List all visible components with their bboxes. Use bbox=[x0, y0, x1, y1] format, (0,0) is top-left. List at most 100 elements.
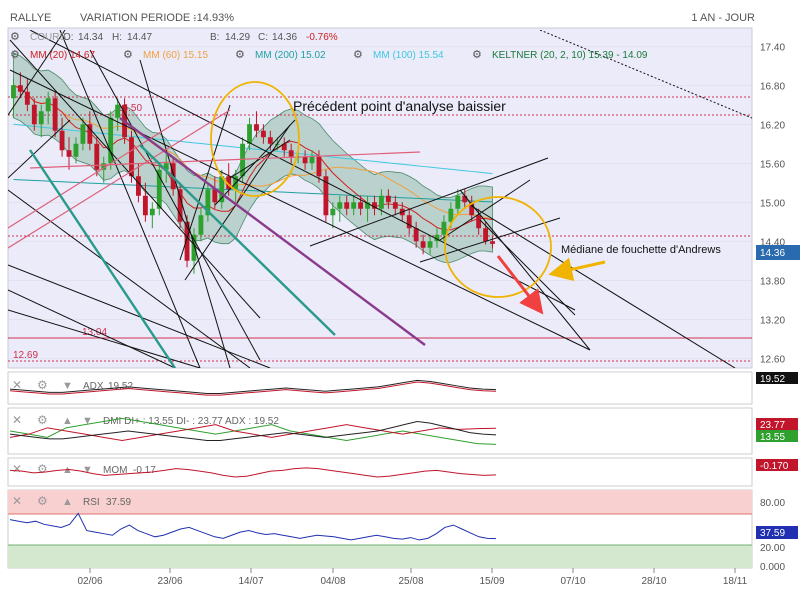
candle-body bbox=[87, 124, 93, 144]
candle-body bbox=[101, 163, 107, 170]
ma20-line bbox=[13, 84, 493, 231]
candle-body bbox=[358, 202, 364, 209]
trendline-2[interactable] bbox=[29, 30, 576, 311]
purple-trendline[interactable] bbox=[119, 117, 426, 346]
trendline-9[interactable] bbox=[8, 264, 271, 368]
gear-icon-mom[interactable]: ⚙ bbox=[37, 462, 48, 476]
move-down-icon-mom[interactable]: ▼ bbox=[82, 464, 93, 476]
gear-icon-rsi[interactable]: ⚙ bbox=[37, 494, 48, 508]
candle-body bbox=[31, 104, 37, 125]
gear-icon-mm60[interactable]: ⚙ bbox=[123, 49, 133, 61]
close-icon-adx[interactable]: ✕ bbox=[12, 378, 22, 392]
candle-body bbox=[219, 176, 225, 203]
candle-body bbox=[379, 195, 384, 209]
candle-body bbox=[184, 221, 190, 261]
gear-icon-mm20[interactable]: ⚙ bbox=[10, 49, 20, 61]
candle-body bbox=[115, 104, 121, 118]
candle-body bbox=[136, 176, 141, 196]
trendline-1[interactable] bbox=[9, 69, 591, 351]
adx-value: 19.52 bbox=[108, 381, 133, 392]
candle-body bbox=[226, 176, 232, 190]
rsi-badge-value: 37.59 bbox=[760, 528, 785, 539]
candle-body bbox=[260, 130, 266, 138]
trendline-5[interactable] bbox=[89, 49, 261, 361]
price-tick-label: 15.00 bbox=[760, 198, 785, 209]
trendline-drawings[interactable] bbox=[8, 30, 752, 368]
close-label: C: bbox=[258, 32, 268, 43]
move-down-icon-adx[interactable]: ▼ bbox=[62, 380, 73, 392]
pink-line-1[interactable] bbox=[29, 151, 421, 169]
candle-body bbox=[59, 130, 65, 151]
mom-badge-value: -0.170 bbox=[760, 461, 789, 472]
move-up-icon-dmi[interactable]: ▲ bbox=[62, 415, 73, 427]
dmi-panel[interactable] bbox=[7, 407, 753, 455]
gear-icon-1[interactable]: ⚙ bbox=[10, 31, 20, 43]
trendline-19[interactable] bbox=[459, 189, 591, 351]
teal-trendline-2[interactable] bbox=[139, 144, 336, 336]
candle-body bbox=[212, 189, 218, 203]
gear-icon-adx[interactable]: ⚙ bbox=[37, 378, 48, 392]
candle-body bbox=[129, 137, 134, 177]
candle-body bbox=[448, 208, 454, 222]
main-grid bbox=[8, 45, 752, 359]
gear-icon-keltner[interactable]: ⚙ bbox=[472, 49, 482, 61]
pink-line-3[interactable] bbox=[8, 119, 181, 229]
close-icon-mom[interactable]: ✕ bbox=[12, 462, 22, 476]
previous-point-circle[interactable] bbox=[210, 81, 300, 197]
candle-body bbox=[163, 163, 169, 170]
candle-body bbox=[156, 169, 162, 209]
trendline-16[interactable] bbox=[309, 157, 549, 247]
trendline-4[interactable] bbox=[59, 30, 201, 368]
trendline-17[interactable] bbox=[419, 217, 561, 263]
current-point-circle[interactable] bbox=[444, 196, 552, 298]
rsi-tick-0: 0.000 bbox=[760, 562, 785, 573]
gear-icon-mm100[interactable]: ⚙ bbox=[353, 49, 363, 61]
high-value: 14.47 bbox=[127, 32, 152, 43]
teal-trendline-1[interactable] bbox=[29, 149, 176, 368]
price-tick-label: 14.40 bbox=[760, 237, 785, 248]
candle-body bbox=[191, 234, 197, 261]
price-tick-label: 16.20 bbox=[760, 120, 785, 131]
dmi-plus-line bbox=[9, 417, 497, 445]
trendline-11[interactable] bbox=[8, 30, 66, 116]
x-tick-label: 18/11 bbox=[723, 576, 748, 587]
trendline-7[interactable] bbox=[8, 189, 251, 368]
low-label: B: bbox=[210, 32, 219, 43]
trendline-21[interactable] bbox=[479, 219, 576, 316]
level-1269-label: 12.69 bbox=[13, 350, 38, 361]
rsi-line bbox=[9, 512, 497, 541]
mm20-label: MM (20) 14.67 bbox=[30, 50, 95, 61]
trendline-6[interactable] bbox=[139, 59, 231, 368]
gear-icon-mm200[interactable]: ⚙ bbox=[235, 49, 245, 61]
candle-body bbox=[483, 228, 489, 242]
trendline-18[interactable] bbox=[439, 179, 531, 241]
trendline-3[interactable] bbox=[9, 39, 261, 319]
mom-panel[interactable] bbox=[7, 457, 753, 487]
candle-body bbox=[413, 228, 419, 242]
rsi-tick-80: 80.00 bbox=[760, 498, 785, 509]
trendline-10[interactable] bbox=[8, 119, 71, 179]
move-down-icon-dmi[interactable]: ▼ bbox=[82, 415, 93, 427]
adx-badge bbox=[756, 372, 798, 384]
gear-icon-dmi[interactable]: ⚙ bbox=[37, 413, 48, 427]
candle-body bbox=[455, 195, 461, 209]
candle-body bbox=[38, 111, 44, 125]
candle-body bbox=[316, 156, 322, 177]
x-tick-label: 28/10 bbox=[641, 576, 666, 587]
candle-body bbox=[337, 202, 343, 209]
candle-body bbox=[490, 241, 495, 244]
andrews-annotation: Médiane de fouchette d'Andrews bbox=[561, 244, 721, 256]
close-value: 14.36 bbox=[272, 32, 297, 43]
mm100-label: MM (100) 15.54 bbox=[373, 50, 444, 61]
price-tick-label: 16.80 bbox=[760, 81, 785, 92]
candle-body bbox=[344, 202, 350, 209]
timeframe-label[interactable]: 1 AN - JOUR bbox=[691, 12, 755, 24]
ma200-line bbox=[13, 179, 493, 203]
trendline-22[interactable] bbox=[8, 289, 176, 368]
close-icon-rsi[interactable]: ✕ bbox=[12, 494, 22, 508]
candle-body bbox=[441, 221, 447, 235]
close-icon-dmi[interactable]: ✕ bbox=[12, 413, 22, 427]
move-up-icon-rsi[interactable]: ▲ bbox=[62, 496, 73, 508]
trendline-20[interactable] bbox=[469, 204, 736, 368]
pink-line-2[interactable] bbox=[8, 109, 231, 249]
